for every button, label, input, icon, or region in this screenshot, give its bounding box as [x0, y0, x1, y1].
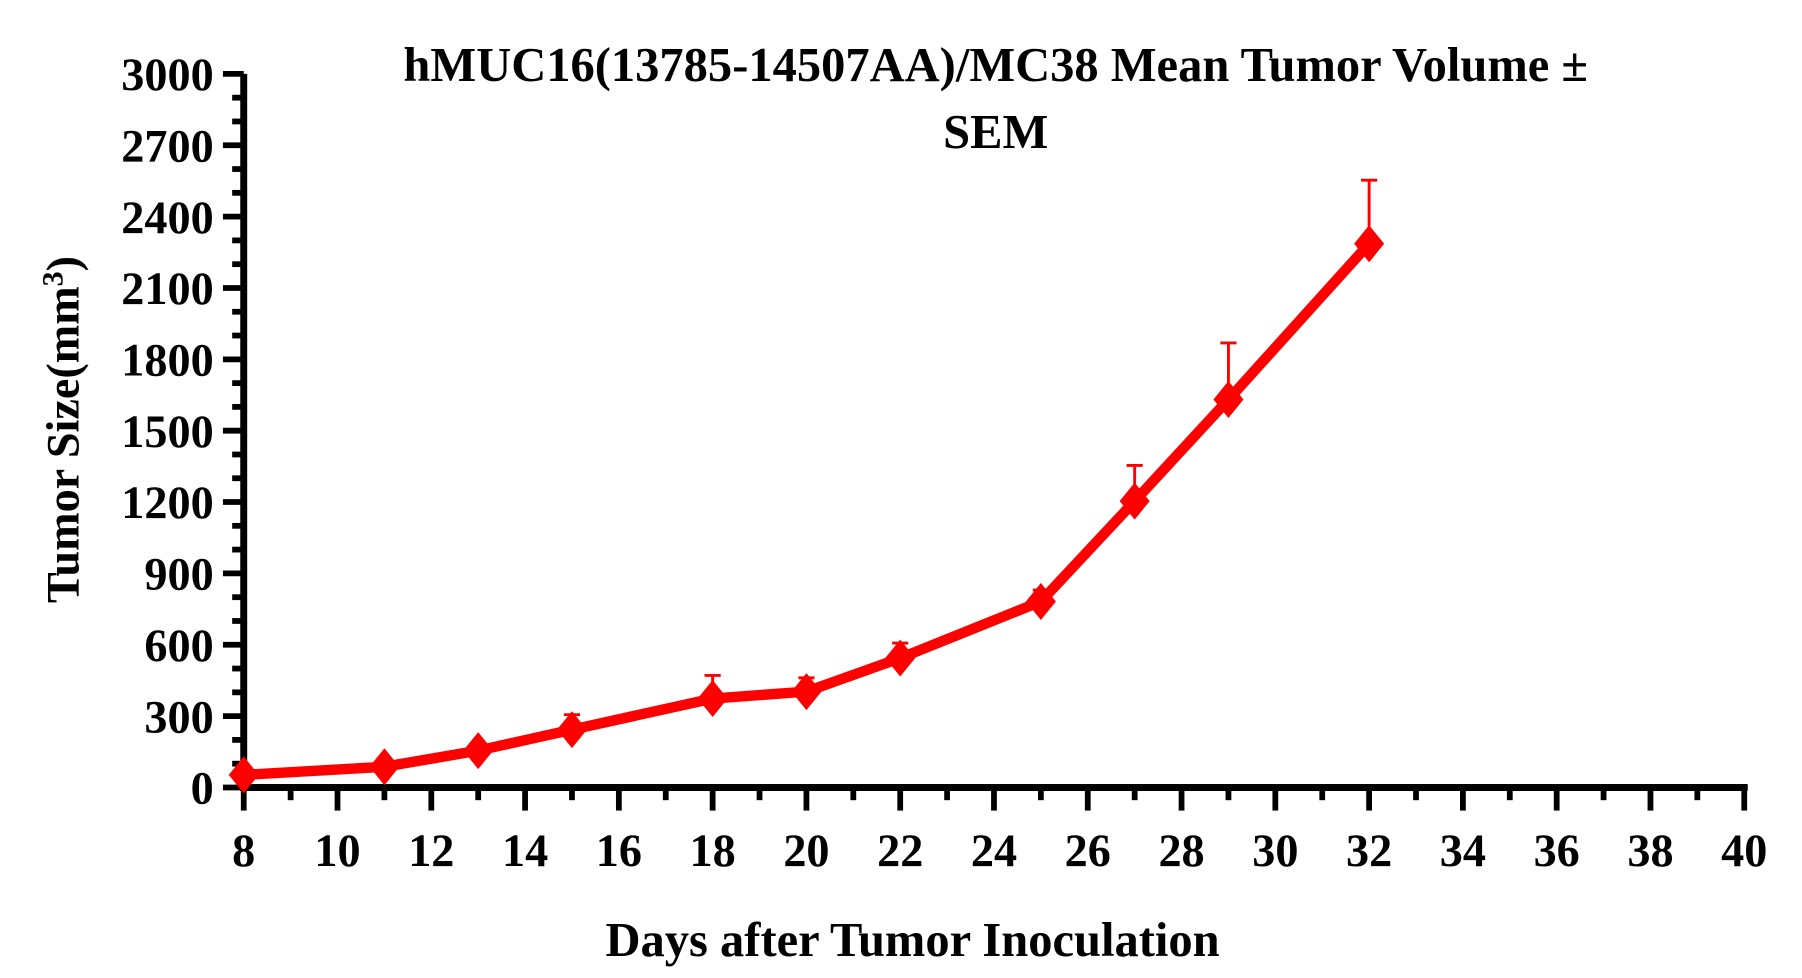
x-tick-label: 24 — [971, 825, 1017, 876]
y-tick-label: 2700 — [121, 120, 213, 171]
data-point-diamond — [885, 639, 916, 677]
x-tick-label: 32 — [1346, 825, 1392, 876]
y-tick-label: 1200 — [121, 477, 213, 528]
y-tick-label: 900 — [144, 549, 213, 600]
x-tick-label: 36 — [1534, 825, 1580, 876]
x-tick-label: 12 — [408, 825, 454, 876]
data-point-diamond — [556, 711, 587, 749]
y-tick-label: 2400 — [121, 192, 213, 243]
x-tick-label: 30 — [1252, 825, 1298, 876]
y-axis-label: Tumor Size(mm3) — [36, 256, 88, 603]
y-axis-label-close: ) — [38, 256, 89, 271]
x-tick-label: 22 — [877, 825, 923, 876]
y-axis-label-main: Tumor Size(mm — [38, 286, 89, 603]
axes: 0 300 600 900 1200 1500 1800 2100 2400 2700 3000 8 1… — [121, 49, 1767, 876]
data-point-diamond — [1119, 482, 1150, 520]
data-point-diamond — [369, 748, 400, 786]
x-tick-label: 18 — [690, 825, 736, 876]
x-tick-label: 14 — [502, 825, 548, 876]
y-tick-label: 3000 — [121, 49, 213, 100]
chart-title-line2: SEM — [943, 106, 1048, 159]
y-tick-label: 2100 — [121, 263, 213, 314]
y-axis-label-sup: 3 — [36, 271, 69, 286]
x-tick-label: 16 — [596, 825, 642, 876]
y-tick-label: 1800 — [121, 335, 213, 386]
data-point-diamond — [463, 732, 494, 770]
y-tick-label: 300 — [144, 691, 213, 742]
y-tick-label: 600 — [144, 620, 213, 671]
x-tick-label: 20 — [783, 825, 829, 876]
y-tick-label: 1500 — [121, 406, 213, 457]
chart-title-line1: hMUC16(13785-14507AA)/MC38 Mean Tumor Vo… — [403, 39, 1588, 92]
data-point-diamond — [1025, 582, 1056, 620]
x-axis-label: Days after Tumor Inoculation — [605, 914, 1219, 967]
x-tick-label: 28 — [1158, 825, 1204, 876]
data-marks — [228, 178, 1385, 794]
data-point-diamond — [697, 680, 728, 717]
data-point-diamond — [791, 673, 822, 711]
y-tick-label: 0 — [191, 763, 214, 814]
x-tick-label: 38 — [1627, 825, 1673, 876]
x-tick-label: 26 — [1065, 825, 1111, 876]
x-tick-label: 10 — [314, 825, 360, 876]
x-tick-label: 8 — [232, 825, 255, 876]
x-tick-label: 40 — [1721, 825, 1767, 876]
x-tick-label: 34 — [1440, 825, 1486, 876]
